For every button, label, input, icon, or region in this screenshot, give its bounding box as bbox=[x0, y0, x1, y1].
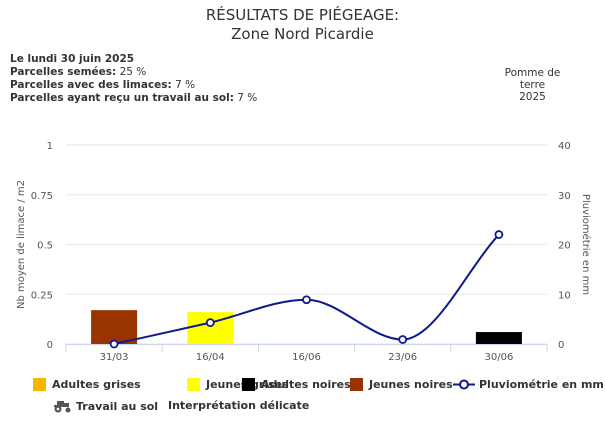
y2-tick-label: 0 bbox=[558, 340, 564, 351]
y2-tick-label: 40 bbox=[558, 141, 571, 152]
rainfall-point bbox=[494, 230, 504, 239]
legend-line-icon bbox=[453, 379, 475, 390]
y-tick-label: 0.25 bbox=[31, 290, 53, 301]
info-line-travail: Parcelles ayant reçu un travail au sol: … bbox=[10, 92, 257, 105]
legend-label: Jeunes noires bbox=[369, 378, 453, 391]
info-block: Le lundi 30 juin 2025 Parcelles semées: … bbox=[10, 53, 257, 105]
bar bbox=[187, 312, 234, 344]
legend-swatch bbox=[187, 378, 200, 391]
y-axis-title: Nb moyen de limace / m2 bbox=[16, 180, 27, 309]
rainfall-point bbox=[302, 295, 311, 305]
title-line-2: Zone Nord Picardie bbox=[231, 25, 374, 43]
info-value: 7 % bbox=[171, 79, 196, 91]
legend-item-pluviometrie[interactable]: Pluviométrie en mm bbox=[453, 378, 604, 391]
legend-label: Adultes grises bbox=[52, 378, 141, 391]
legend-label: Pluviométrie en mm bbox=[479, 378, 604, 391]
info-label: Parcelles ayant reçu un travail au sol: bbox=[10, 92, 234, 104]
x-tick-label: 23/06 bbox=[388, 352, 417, 363]
legend-item-adultes-grises[interactable]: Adultes grises bbox=[33, 378, 141, 391]
y-tick-label: 0.75 bbox=[31, 191, 53, 202]
x-tick-label: 31/03 bbox=[100, 352, 129, 363]
legend-item-jeunes-noires[interactable]: Jeunes noires bbox=[350, 378, 453, 391]
x-tick-label: 16/04 bbox=[196, 352, 225, 363]
info-label: Parcelles avec des limaces: bbox=[10, 79, 172, 91]
tractor-icon bbox=[54, 401, 71, 413]
info-value: 7 % bbox=[233, 92, 258, 104]
y-tick-label: 1 bbox=[47, 141, 53, 152]
rainfall-point bbox=[398, 335, 408, 344]
crop-line-1: Pomme de bbox=[504, 67, 561, 79]
rainfall-point bbox=[205, 318, 215, 328]
bar bbox=[91, 310, 138, 344]
title-line-1: RÉSULTATS DE PIÉGEAGE: bbox=[205, 6, 400, 24]
legend-swatch bbox=[350, 378, 363, 391]
y-tick-label: 0 bbox=[47, 340, 53, 351]
crop-line-3: 2025 bbox=[519, 91, 546, 103]
x-tick-label: 30/06 bbox=[484, 352, 513, 363]
y2-tick-label: 20 bbox=[558, 241, 571, 252]
y2-tick-label: 30 bbox=[558, 191, 571, 202]
info-value: 25 % bbox=[116, 66, 147, 78]
legend-label: Adultes noires bbox=[261, 378, 351, 391]
legend-label: Interprétation délicate bbox=[168, 399, 310, 412]
legend-item-adultes-noires[interactable]: Adultes noires bbox=[242, 378, 351, 391]
legend-label: Travail au sol bbox=[76, 399, 159, 413]
y-tick-label: 0.5 bbox=[37, 241, 53, 252]
info-line-semees: Parcelles semées: 25 % bbox=[10, 66, 257, 79]
legend-swatch bbox=[33, 378, 46, 391]
rainfall-line bbox=[113, 233, 500, 345]
legend-swatch bbox=[242, 378, 255, 391]
info-line-limaces: Parcelles avec des limaces: 7 % bbox=[10, 79, 257, 92]
y2-axis-title: Pluviométrie en mm bbox=[580, 194, 592, 295]
rainfall-point bbox=[109, 339, 119, 349]
legend-item-travail-au-sol[interactable]: Travail au sol bbox=[52, 399, 158, 413]
chart-title: RÉSULTATS DE PIÉGEAGE: Zone Nord Picardi… bbox=[0, 6, 605, 44]
crop-label: Pomme de terre 2025 bbox=[495, 67, 570, 103]
bar bbox=[475, 332, 522, 344]
info-label: Parcelles semées: bbox=[10, 66, 117, 78]
legend-item-interpretation[interactable]: Interprétation délicate bbox=[168, 399, 309, 412]
x-tick-label: 16/06 bbox=[292, 352, 321, 363]
info-date: Le lundi 30 juin 2025 bbox=[10, 53, 135, 65]
crop-line-2: terre bbox=[519, 79, 546, 91]
y2-tick-label: 10 bbox=[558, 290, 571, 301]
